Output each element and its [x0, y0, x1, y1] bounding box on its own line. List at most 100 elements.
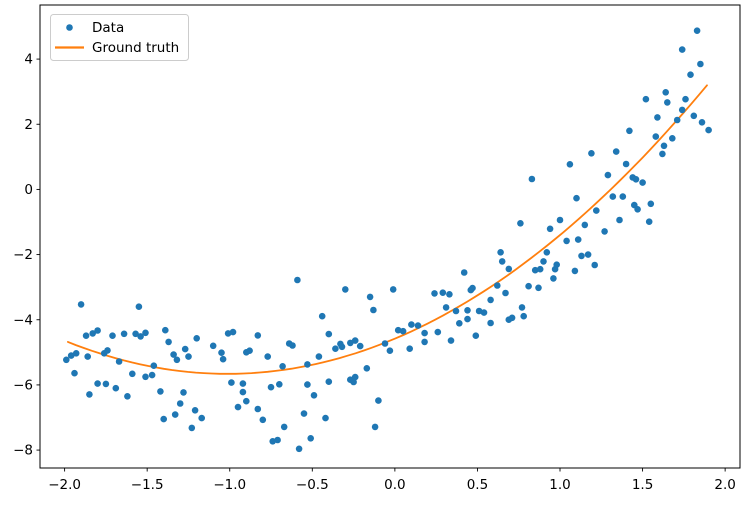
data-point	[518, 304, 526, 311]
data-point	[571, 267, 579, 275]
x-tick-label: 1.0	[549, 477, 570, 493]
data-point	[325, 378, 333, 386]
data-point	[517, 220, 524, 227]
data-point	[662, 89, 669, 96]
data-point	[279, 363, 286, 370]
data-point	[472, 332, 480, 340]
data-point	[697, 60, 704, 68]
data-point	[399, 327, 407, 335]
data-point	[480, 309, 488, 316]
data-point	[109, 332, 116, 340]
data-point	[609, 193, 617, 200]
x-tick-label: −1.0	[213, 477, 246, 493]
y-tick-label: −6	[13, 378, 33, 394]
data-point	[304, 361, 311, 368]
data-point	[531, 266, 539, 274]
data-point	[528, 175, 536, 183]
data-point	[591, 261, 598, 269]
data-point	[566, 161, 574, 168]
data-point	[584, 251, 592, 258]
data-point	[181, 345, 189, 353]
data-point	[71, 369, 78, 377]
data-point	[540, 258, 547, 265]
data-point	[497, 249, 504, 256]
data-point	[673, 116, 681, 124]
data-point	[669, 135, 676, 142]
data-point	[160, 415, 167, 423]
data-point	[188, 424, 196, 432]
data-point	[498, 258, 506, 265]
x-tick-label: 0.0	[384, 477, 405, 493]
data-point	[543, 249, 551, 256]
data-point	[664, 99, 671, 106]
data-point	[228, 379, 235, 386]
data-point	[148, 371, 156, 379]
data-point	[347, 339, 354, 347]
data-point	[601, 228, 608, 235]
y-tick-label: 4	[24, 52, 33, 68]
data-point	[442, 304, 450, 311]
data-point	[394, 326, 402, 334]
data-point	[604, 171, 612, 179]
data-point	[338, 343, 346, 351]
data-point	[525, 282, 532, 290]
data-point	[124, 393, 131, 400]
data-point	[652, 133, 660, 140]
x-tick-label: −0.5	[296, 477, 329, 493]
data-point	[573, 194, 580, 202]
data-point	[634, 206, 641, 213]
data-point	[137, 333, 144, 340]
plot-frame	[39, 4, 741, 469]
data-point	[447, 337, 455, 344]
data-point	[129, 370, 136, 378]
data-point	[505, 265, 513, 273]
data-point	[254, 332, 262, 339]
data-point	[165, 338, 172, 346]
data-point	[209, 342, 217, 350]
x-tick-label: 1.5	[632, 477, 653, 493]
x-tick-label: 2.0	[714, 477, 735, 493]
data-point	[619, 193, 627, 200]
data-point	[280, 423, 288, 431]
y-axis-ticks: 4 2 0 −2 −4 −6 −8	[13, 52, 40, 459]
data-point	[104, 347, 111, 354]
data-point	[246, 347, 253, 355]
data-point	[72, 350, 80, 357]
data-point	[102, 380, 110, 388]
data-point	[381, 340, 389, 347]
data-point	[370, 306, 377, 314]
data-point	[234, 403, 242, 411]
data-point	[690, 112, 698, 120]
data-point	[581, 221, 589, 229]
y-tick-label: 0	[24, 182, 33, 198]
data-point	[389, 286, 397, 293]
data-point	[406, 345, 414, 353]
data-point	[446, 291, 453, 298]
data-point	[616, 216, 623, 224]
x-tick-label: −2.0	[48, 477, 81, 493]
data-point	[218, 349, 225, 357]
data-point	[682, 95, 689, 103]
x-axis-ticks: −2.0 −1.5 −1.0 −0.5 0.0 0.5 1.0 1.5 2.0	[48, 468, 736, 493]
data-point	[574, 236, 582, 243]
data-point	[371, 423, 379, 431]
data-point	[520, 312, 527, 320]
data-point	[508, 314, 516, 322]
data-point	[375, 397, 382, 404]
data-point	[191, 407, 199, 414]
y-tick-label: 2	[24, 117, 33, 133]
data-point	[593, 207, 600, 214]
data-point	[342, 286, 349, 293]
data-point	[469, 284, 476, 292]
data-point	[642, 95, 650, 103]
data-point	[578, 252, 585, 260]
data-point	[408, 321, 415, 328]
data-point	[332, 345, 339, 353]
data-point	[351, 373, 359, 381]
data-point	[193, 335, 200, 342]
data-point	[421, 338, 428, 346]
data-point	[94, 327, 101, 334]
data-point	[112, 384, 120, 392]
data-point	[660, 142, 668, 150]
